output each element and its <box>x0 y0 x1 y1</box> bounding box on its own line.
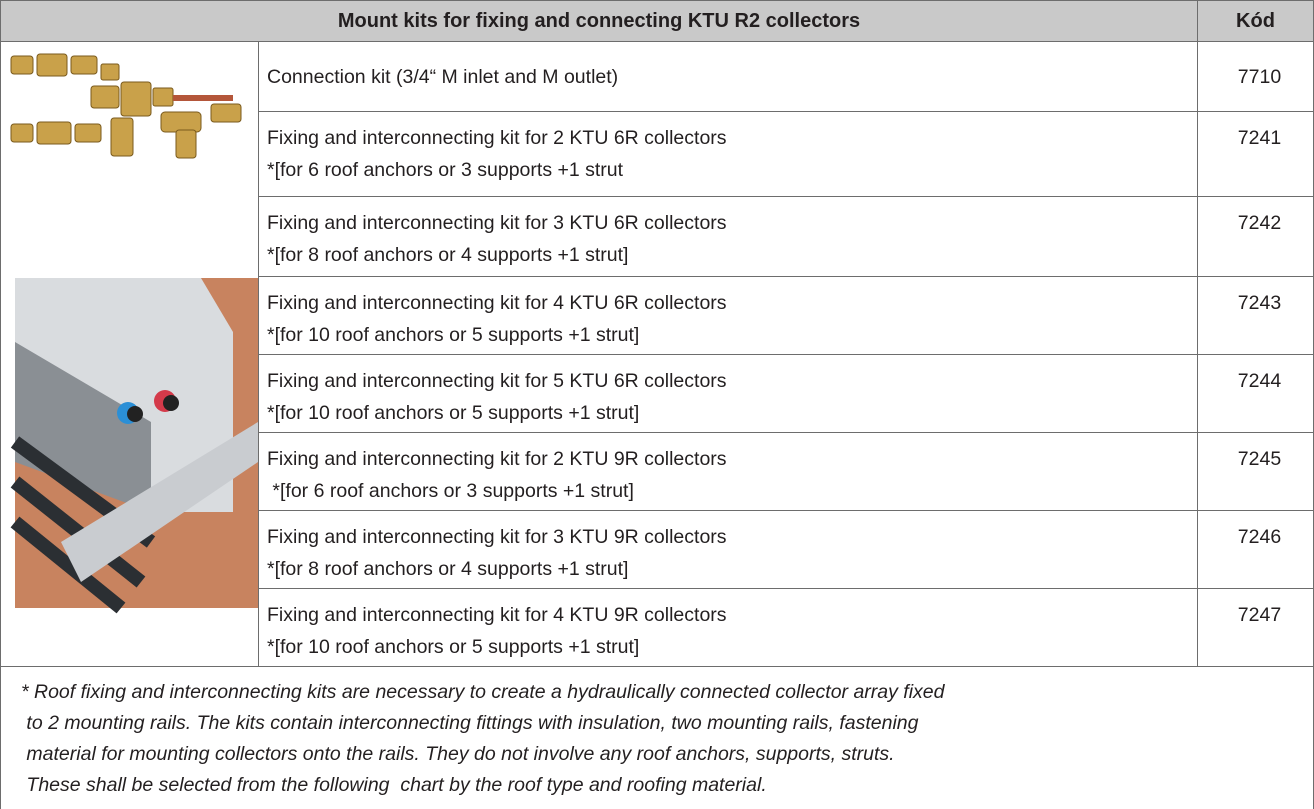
description-cell: Fixing and interconnecting kit for 5 KTU… <box>258 354 1198 433</box>
code-cell: 7244 <box>1197 354 1314 433</box>
description-cell: Fixing and interconnecting kit for 3 KTU… <box>258 196 1198 277</box>
code-cell: 7242 <box>1197 196 1314 277</box>
code-cell: 7247 <box>1197 588 1314 667</box>
footnote-line: material for mounting collectors onto th… <box>21 743 895 765</box>
footnote-line: * Roof fixing and interconnecting kits a… <box>21 681 945 703</box>
image-cell <box>0 41 259 667</box>
footnote-line: to 2 mounting rails. The kits contain in… <box>21 712 919 734</box>
description-line: *[for 8 roof anchors or 4 supports +1 st… <box>267 244 629 266</box>
description-line: Fixing and interconnecting kit for 3 KTU… <box>267 212 727 234</box>
footnote-line: These shall be selected from the followi… <box>21 774 767 796</box>
description-line: Fixing and interconnecting kit for 4 KTU… <box>267 292 727 314</box>
description-cell: Fixing and interconnecting kit for 2 KTU… <box>258 432 1198 511</box>
footnote: * Roof fixing and interconnecting kits a… <box>0 666 1314 809</box>
code-cell: 7241 <box>1197 111 1314 197</box>
description-cell: Connection kit (3/4“ M inlet and M outle… <box>258 41 1198 112</box>
header-title: Mount kits for fixing and connecting KTU… <box>0 0 1198 42</box>
description-cell: Fixing and interconnecting kit for 2 KTU… <box>258 111 1198 197</box>
description-cell: Fixing and interconnecting kit for 3 KTU… <box>258 510 1198 589</box>
product-images <box>10 53 258 614</box>
description-line: *[for 10 roof anchors or 5 supports +1 s… <box>267 636 640 658</box>
description-line: Fixing and interconnecting kit for 4 KTU… <box>267 604 727 626</box>
description-line: *[for 8 roof anchors or 4 supports +1 st… <box>267 558 629 580</box>
description-line: Connection kit (3/4“ M inlet and M outle… <box>267 65 619 88</box>
code-cell: 7246 <box>1197 510 1314 589</box>
code-cell: 7245 <box>1197 432 1314 511</box>
description-line: Fixing and interconnecting kit for 2 KTU… <box>267 127 727 149</box>
header-code: Kód <box>1197 0 1314 42</box>
description-line: Fixing and interconnecting kit for 5 KTU… <box>267 370 727 392</box>
description-line: Fixing and interconnecting kit for 2 KTU… <box>267 448 727 470</box>
description-line: *[for 6 roof anchors or 3 supports +1 st… <box>267 480 634 502</box>
description-line: *[for 10 roof anchors or 5 supports +1 s… <box>267 324 640 346</box>
description-line: *[for 10 roof anchors or 5 supports +1 s… <box>267 402 640 424</box>
description-line: Fixing and interconnecting kit for 3 KTU… <box>267 526 727 548</box>
code-cell: 7710 <box>1197 41 1314 112</box>
description-cell: Fixing and interconnecting kit for 4 KTU… <box>258 276 1198 355</box>
description-line: *[for 6 roof anchors or 3 supports +1 st… <box>267 159 624 181</box>
description-cell: Fixing and interconnecting kit for 4 KTU… <box>258 588 1198 667</box>
code-cell: 7243 <box>1197 276 1314 355</box>
